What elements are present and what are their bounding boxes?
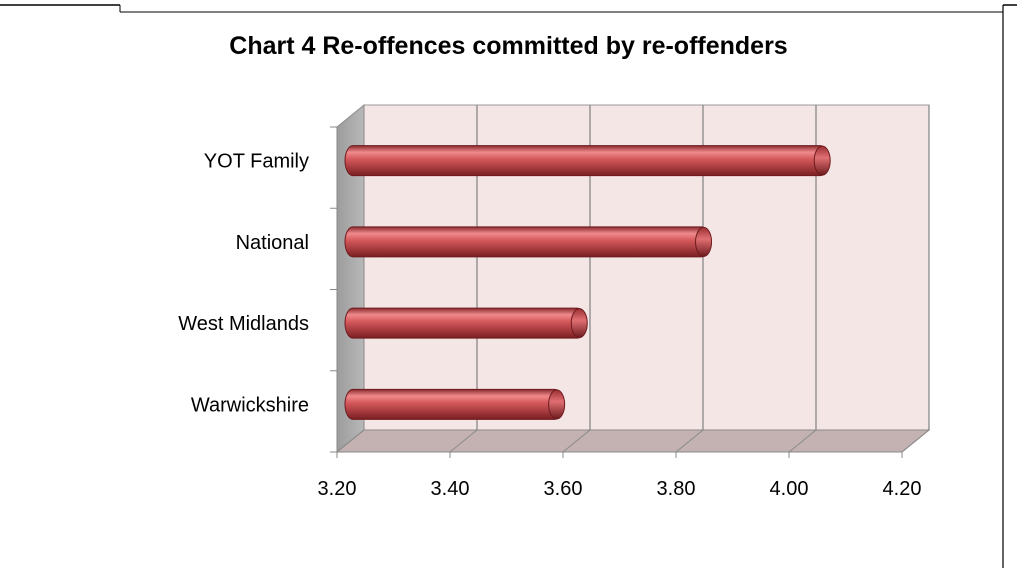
floor [335,429,931,453]
x-tick-label: 3.60 [544,478,583,500]
bar [344,388,566,420]
floor-gridline [901,429,930,453]
category-label: YOT Family [204,151,309,173]
x-tick-label: 4.20 [883,478,922,500]
bar-cap [570,308,588,339]
x-tick-label: 3.80 [657,478,696,500]
chart-title: Chart 4 Re-offences committed by re-offe… [229,32,788,60]
category-label: West Midlands [178,313,309,335]
x-tick-label: 3.20 [318,478,357,500]
bar-cap [695,226,713,257]
x-tick-label: 4.00 [770,478,809,500]
bar-body [344,388,564,420]
bar-cap [548,389,566,420]
floor-gridline [336,429,365,453]
bar-cap [813,145,831,176]
bar-body [344,145,829,177]
bar [344,145,831,177]
category-label: Warwickshire [191,394,309,416]
floor-gridline [675,429,704,453]
bar-body [344,307,586,339]
floor-gridline [788,429,817,453]
bar-body [344,226,711,258]
bar [344,226,713,258]
floor-gridline [449,429,478,453]
category-label: National [236,232,309,254]
bar [344,307,588,339]
x-tick-label: 3.40 [431,478,470,500]
floor-gridline [562,429,591,453]
